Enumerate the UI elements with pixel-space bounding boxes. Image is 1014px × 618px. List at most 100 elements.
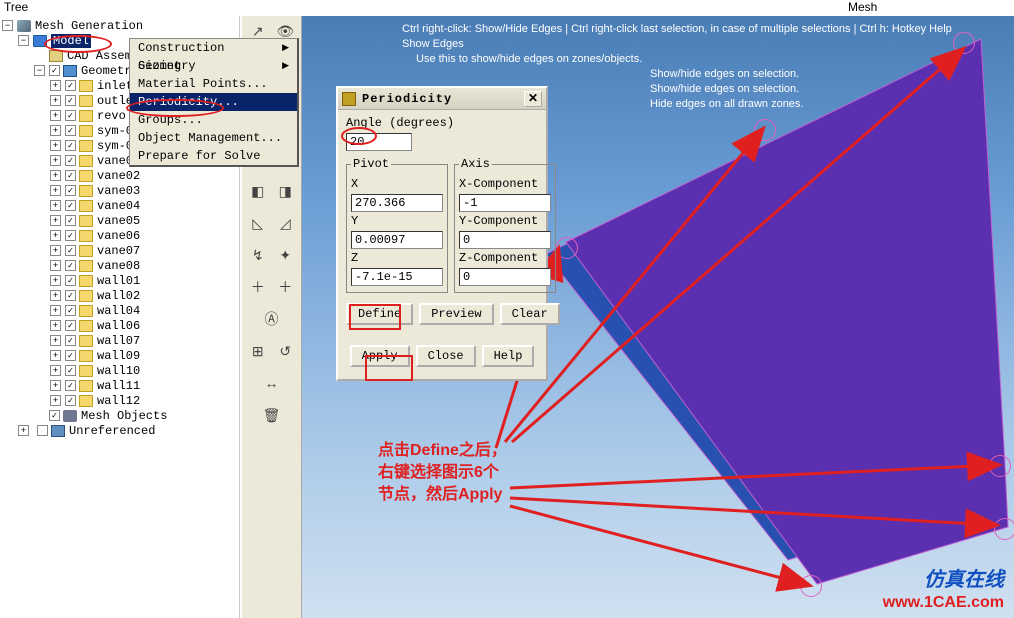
tree-item[interactable]: vane02 bbox=[97, 169, 140, 183]
tree-item[interactable]: wall04 bbox=[97, 304, 140, 318]
tree-toggle[interactable]: + bbox=[50, 170, 61, 181]
menu-item[interactable]: Construction Geometry▶ bbox=[130, 39, 297, 57]
tool-grid-icon[interactable]: ⊞ bbox=[247, 340, 269, 362]
angle-input[interactable] bbox=[346, 133, 412, 151]
tree-item[interactable]: vane06 bbox=[97, 229, 140, 243]
tree-toggle[interactable]: + bbox=[50, 365, 61, 376]
tool-cube-icon[interactable]: ◧ bbox=[247, 180, 269, 202]
tree-check[interactable]: ✓ bbox=[65, 125, 76, 136]
tree-root[interactable]: Mesh Generation bbox=[35, 19, 143, 33]
axis-y-input[interactable] bbox=[459, 231, 551, 249]
tree-model[interactable]: Model bbox=[51, 34, 91, 48]
tree-check[interactable]: ✓ bbox=[65, 80, 76, 91]
tree-toggle[interactable]: + bbox=[50, 110, 61, 121]
menu-item[interactable]: Periodicity... bbox=[130, 93, 297, 111]
preview-button[interactable]: Preview bbox=[419, 303, 493, 325]
tool-tri2-icon[interactable]: ◿ bbox=[274, 212, 296, 234]
tree-check[interactable]: ✓ bbox=[65, 395, 76, 406]
tree-item[interactable]: vane04 bbox=[97, 199, 140, 213]
tree-item[interactable]: wall12 bbox=[97, 394, 140, 408]
close-button[interactable]: ✕ bbox=[524, 91, 542, 107]
pivot-z-input[interactable] bbox=[351, 268, 443, 286]
tree-toggle[interactable]: + bbox=[50, 245, 61, 256]
tree-toggle[interactable]: + bbox=[50, 200, 61, 211]
tree-check[interactable]: ✓ bbox=[65, 140, 76, 151]
menu-item[interactable]: Sizing▶ bbox=[130, 57, 297, 75]
tree-toggle[interactable]: + bbox=[50, 95, 61, 106]
tree-check[interactable]: ✓ bbox=[65, 290, 76, 301]
tree-check[interactable]: ✓ bbox=[65, 335, 76, 346]
tree-check[interactable]: ✓ bbox=[65, 230, 76, 241]
tool-a-icon[interactable]: Ⓐ bbox=[261, 308, 283, 330]
tree-check[interactable]: ✓ bbox=[65, 95, 76, 106]
tree-item[interactable]: wall09 bbox=[97, 349, 140, 363]
tree-check[interactable]: ✓ bbox=[65, 155, 76, 166]
close-button[interactable]: Close bbox=[416, 345, 476, 367]
clear-button[interactable]: Clear bbox=[500, 303, 560, 325]
tree-item[interactable]: vane03 bbox=[97, 184, 140, 198]
help-button[interactable]: Help bbox=[482, 345, 535, 367]
tool-move-icon[interactable]: ↔ bbox=[261, 372, 283, 394]
tree-item[interactable]: wall01 bbox=[97, 274, 140, 288]
tree-toggle[interactable]: + bbox=[50, 80, 61, 91]
tree-check[interactable]: ✓ bbox=[65, 320, 76, 331]
tree-item[interactable]: wall07 bbox=[97, 334, 140, 348]
tree-toggle[interactable]: + bbox=[50, 215, 61, 226]
tree-item[interactable]: vane05 bbox=[97, 214, 140, 228]
pivot-x-input[interactable] bbox=[351, 194, 443, 212]
tree-toggle[interactable]: + bbox=[50, 320, 61, 331]
menu-item[interactable]: Groups... bbox=[130, 111, 297, 129]
menu-item[interactable]: Material Points... bbox=[130, 75, 297, 93]
tree-check[interactable]: ✓ bbox=[65, 260, 76, 271]
tree-item[interactable]: wall11 bbox=[97, 379, 140, 393]
tree-check[interactable]: ✓ bbox=[49, 65, 60, 76]
tree-toggle[interactable]: + bbox=[50, 260, 61, 271]
menu-item[interactable]: Object Management... bbox=[130, 129, 297, 147]
axis-x-input[interactable] bbox=[459, 194, 551, 212]
tree-check[interactable]: ✓ bbox=[65, 245, 76, 256]
tree-check[interactable]: ✓ bbox=[65, 170, 76, 181]
tree-toggle[interactable]: + bbox=[18, 425, 29, 436]
tool-axis2-icon[interactable]: ✦ bbox=[274, 244, 296, 266]
tree-item[interactable]: wall06 bbox=[97, 319, 140, 333]
tree-item[interactable]: inlet bbox=[97, 79, 133, 93]
tree-toggle[interactable]: + bbox=[50, 125, 61, 136]
axis-z-input[interactable] bbox=[459, 268, 551, 286]
tree-toggle[interactable]: + bbox=[50, 140, 61, 151]
menu-item[interactable]: Prepare for Solve bbox=[130, 147, 297, 165]
tree-item[interactable]: wall02 bbox=[97, 289, 140, 303]
tree-unref[interactable]: Unreferenced bbox=[69, 424, 155, 438]
tree-item[interactable]: vane07 bbox=[97, 244, 140, 258]
tree-toggle[interactable]: + bbox=[50, 335, 61, 346]
tree-item[interactable]: wall10 bbox=[97, 364, 140, 378]
tree-item[interactable]: vane08 bbox=[97, 259, 140, 273]
tree-toggle[interactable]: + bbox=[50, 185, 61, 196]
tool-axis-icon[interactable]: ↯ bbox=[247, 244, 269, 266]
tool-cube2-icon[interactable]: ◨ bbox=[274, 180, 296, 202]
tree-toggle[interactable]: + bbox=[50, 275, 61, 286]
tree-check[interactable]: ✓ bbox=[65, 305, 76, 316]
tree-toggle[interactable]: + bbox=[50, 350, 61, 361]
tree-toggle[interactable]: + bbox=[50, 155, 61, 166]
tree-toggle[interactable]: + bbox=[50, 395, 61, 406]
tree-toggle[interactable]: − bbox=[2, 20, 13, 31]
tree-toggle[interactable]: + bbox=[50, 380, 61, 391]
apply-button[interactable]: Apply bbox=[350, 345, 410, 367]
tree-check[interactable]: ✓ bbox=[65, 350, 76, 361]
tree-check[interactable] bbox=[37, 425, 48, 436]
tree-toggle[interactable]: − bbox=[18, 35, 29, 46]
tree-check[interactable]: ✓ bbox=[65, 365, 76, 376]
tree-check[interactable]: ✓ bbox=[49, 410, 60, 421]
tree-check[interactable]: ✓ bbox=[65, 215, 76, 226]
tree-toggle[interactable]: + bbox=[50, 305, 61, 316]
tool-plus2-icon[interactable]: ＋ bbox=[274, 276, 296, 298]
pivot-y-input[interactable] bbox=[351, 231, 443, 249]
tree-check[interactable]: ✓ bbox=[65, 110, 76, 121]
tree-toggle[interactable]: − bbox=[34, 65, 45, 76]
tree-check[interactable]: ✓ bbox=[65, 200, 76, 211]
tree-check[interactable]: ✓ bbox=[65, 275, 76, 286]
tree-check[interactable]: ✓ bbox=[65, 380, 76, 391]
tree-check[interactable]: ✓ bbox=[65, 185, 76, 196]
tree-meshobj[interactable]: Mesh Objects bbox=[81, 409, 167, 423]
tool-loop-icon[interactable]: ↺ bbox=[274, 340, 296, 362]
